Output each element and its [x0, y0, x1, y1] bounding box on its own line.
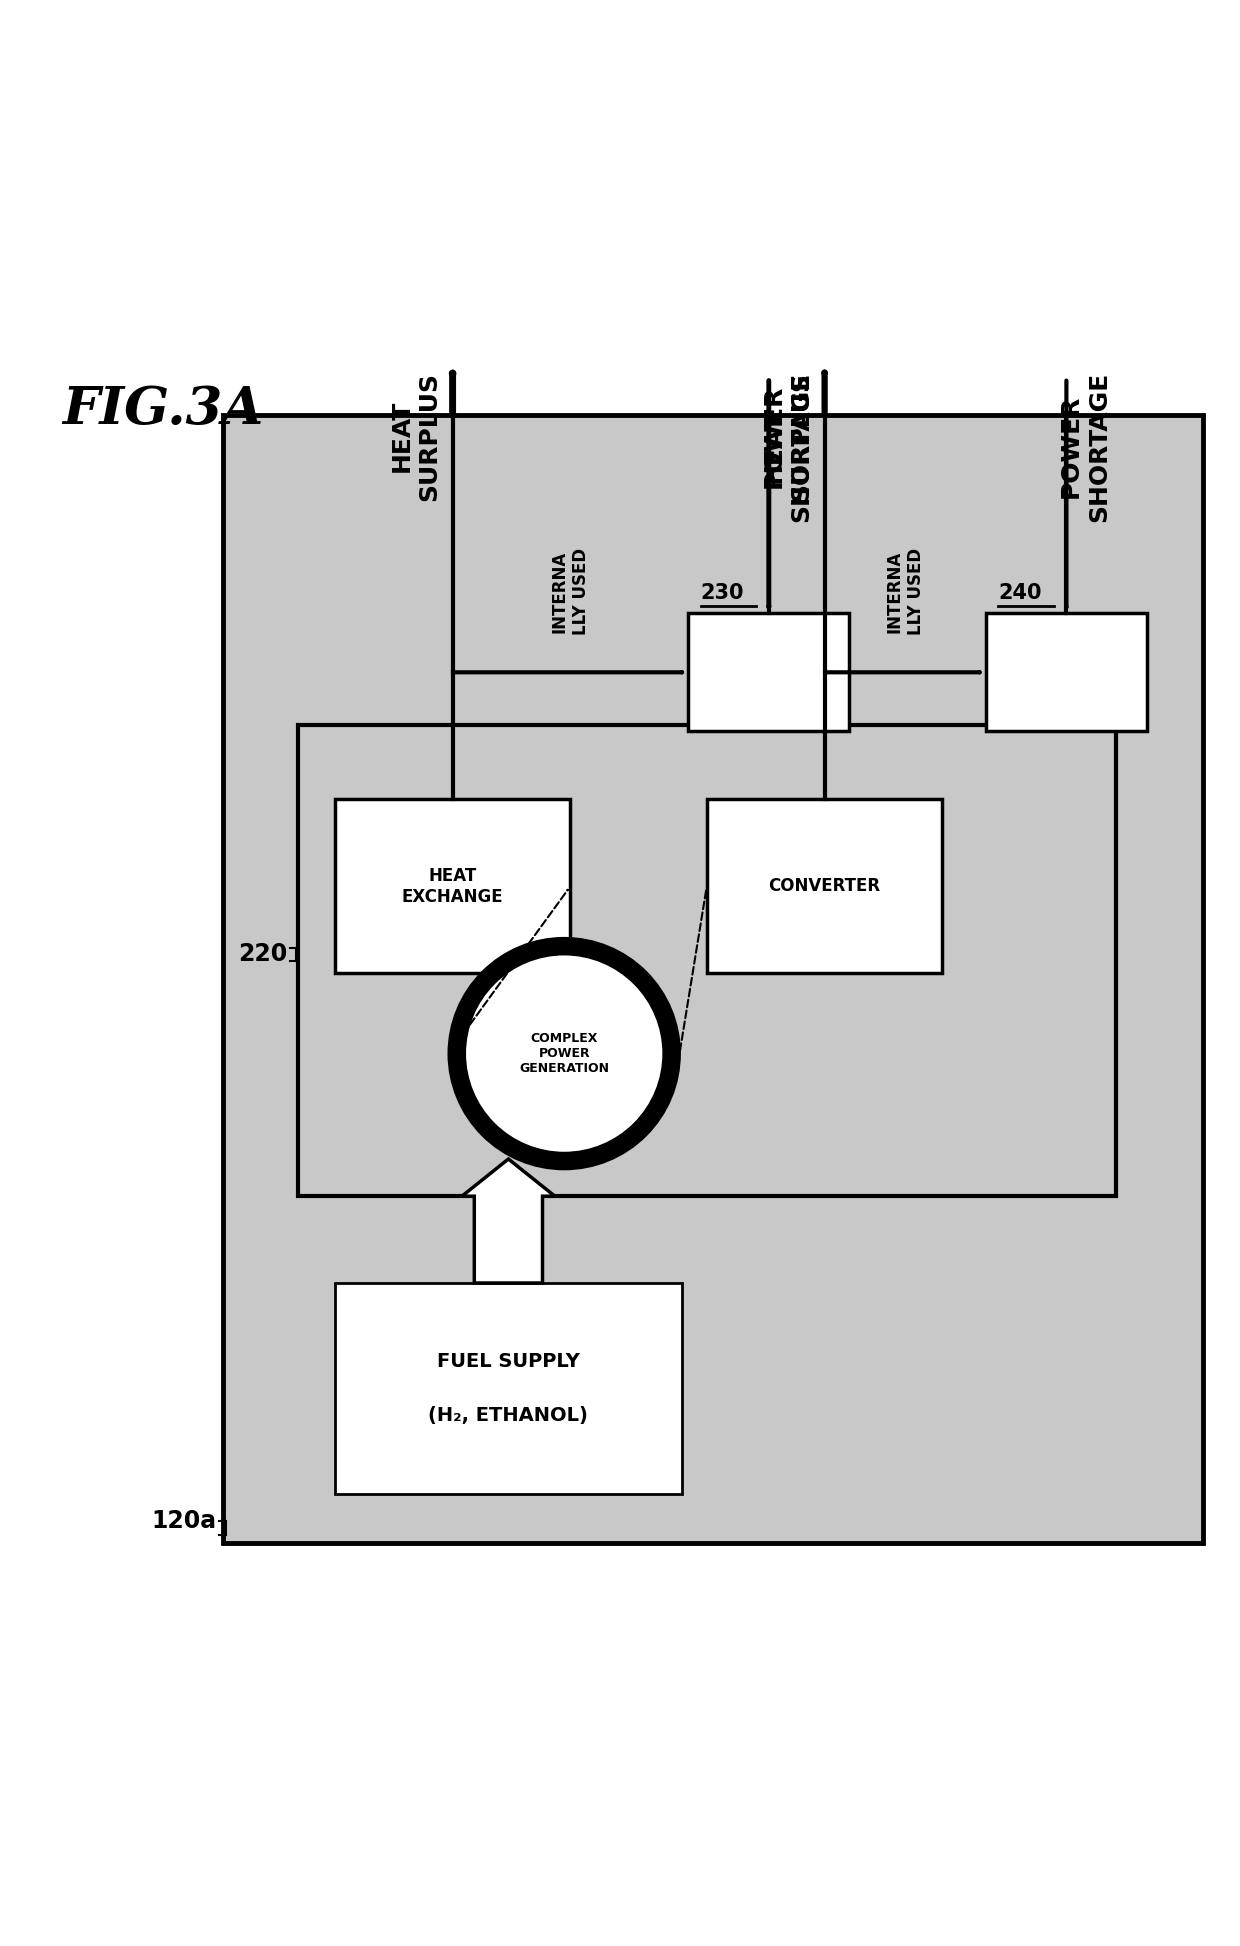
- FancyBboxPatch shape: [688, 613, 849, 732]
- Text: HEAT
SHORTAGE: HEAT SHORTAGE: [761, 372, 813, 522]
- Text: 120a: 120a: [151, 1510, 217, 1533]
- Text: COMPLEX
POWER
GENERATION: COMPLEX POWER GENERATION: [520, 1031, 609, 1074]
- Text: FUEL SUPPLY: FUEL SUPPLY: [436, 1352, 580, 1370]
- FancyBboxPatch shape: [335, 800, 570, 973]
- Text: INTERNA
LLY USED: INTERNA LLY USED: [885, 549, 925, 634]
- FancyBboxPatch shape: [335, 1282, 682, 1495]
- Text: POWER
SURPLUS: POWER SURPLUS: [761, 372, 813, 500]
- Text: POWER
SHORTAGE: POWER SHORTAGE: [1059, 372, 1111, 522]
- Text: 230: 230: [701, 584, 744, 603]
- Text: 220: 220: [238, 942, 288, 967]
- Text: CONVERTER: CONVERTER: [769, 878, 880, 895]
- FancyBboxPatch shape: [707, 800, 942, 973]
- Text: HEAT
SURPLUS: HEAT SURPLUS: [389, 372, 441, 500]
- Text: FIG.3A: FIG.3A: [62, 383, 263, 436]
- FancyArrow shape: [463, 1160, 556, 1282]
- FancyBboxPatch shape: [298, 726, 1116, 1197]
- FancyBboxPatch shape: [223, 414, 1203, 1543]
- Text: INTERNA
LLY USED: INTERNA LLY USED: [551, 549, 590, 634]
- Text: HEAT
EXCHANGE: HEAT EXCHANGE: [402, 866, 503, 905]
- Text: (H₂, ETHANOL): (H₂, ETHANOL): [429, 1407, 588, 1424]
- FancyBboxPatch shape: [986, 613, 1147, 732]
- Text: 240: 240: [998, 584, 1042, 603]
- Circle shape: [465, 954, 663, 1152]
- Circle shape: [449, 938, 680, 1170]
